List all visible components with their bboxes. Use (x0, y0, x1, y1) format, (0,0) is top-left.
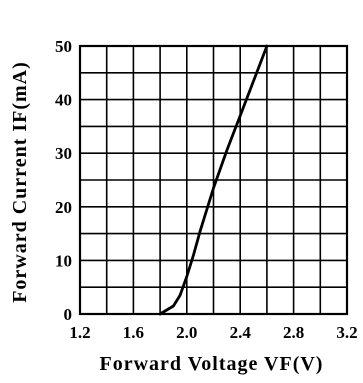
y-tick-label: 20 (55, 198, 72, 217)
y-tick-label: 0 (64, 305, 73, 324)
x-tick-label: 2.4 (230, 323, 252, 342)
x-axis-title: Forward Voltage VF(V) (100, 353, 324, 375)
series-line (158, 44, 269, 316)
x-tick-label: 1.2 (69, 323, 90, 342)
y-axis-title: Forward Current IF(mA) (9, 61, 31, 303)
x-tick-label: 1.6 (123, 323, 144, 342)
plot-area-frame (78, 44, 349, 316)
y-tick-label: 10 (55, 251, 72, 270)
x-tick-label: 3.2 (336, 323, 357, 342)
y-axis-ticks: 0 10 20 30 40 50 (55, 37, 72, 324)
grid (80, 46, 347, 314)
x-tick-label: 2.8 (283, 323, 304, 342)
y-tick-label: 40 (55, 91, 72, 110)
y-tick-label: 30 (55, 144, 72, 163)
x-tick-label: 2.0 (176, 323, 197, 342)
x-axis-ticks: 1.2 1.6 2.0 2.4 2.8 3.2 (69, 323, 357, 342)
y-tick-label: 50 (55, 37, 72, 56)
series-group (158, 44, 269, 316)
